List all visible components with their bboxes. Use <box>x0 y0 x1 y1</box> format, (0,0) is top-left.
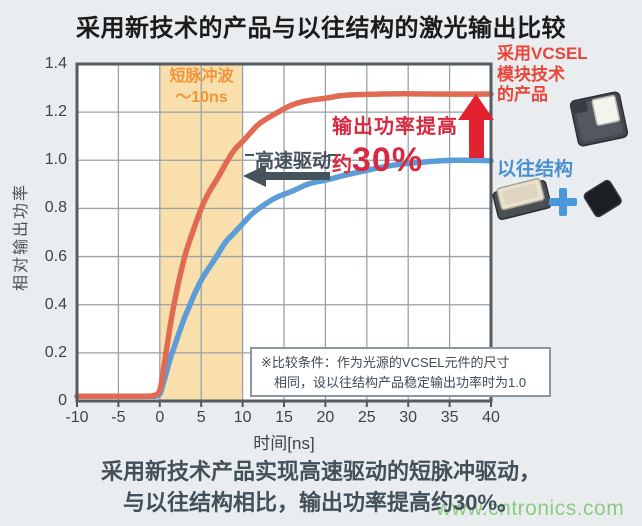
band-label-line1: 短脉冲波 <box>169 68 234 85</box>
power-increase-line1: 输出功率提高 <box>332 116 458 138</box>
y-tick-label: 0.2 <box>44 343 67 361</box>
x-tick-label: 10 <box>233 409 252 426</box>
y-tick-label: 0.4 <box>44 295 67 313</box>
power-increase-line2: 约 30% <box>332 141 458 180</box>
legend-new-line2: 模块技术 <box>497 64 565 84</box>
band-label-line2: ～10ns <box>175 88 228 106</box>
note-line2: 相同，设以往结构产品稳定输出功率时为1.0 <box>274 374 527 390</box>
high-speed-label: 高速驱动 <box>255 151 332 172</box>
x-tick-label: -10 <box>65 409 89 426</box>
vcsel-module-img <box>569 91 629 147</box>
y-tick-label: 1.0 <box>44 151 67 169</box>
power-increase-prefix: 约 <box>332 154 352 176</box>
y-tick-label: 0.8 <box>44 199 67 217</box>
bottom-caption: 采用新技术产品实现高速驱动的短脉冲驱动， 与以往结构相比，输出功率提高约30%。 <box>0 456 642 518</box>
watermark: www.cntronics.com <box>436 497 625 520</box>
y-tick-label: 1.2 <box>44 103 67 121</box>
new-product-curve <box>74 91 494 399</box>
legacy-module-img <box>492 178 552 221</box>
x-tick-label: -5 <box>111 409 126 426</box>
power-up-arrow <box>458 94 494 158</box>
x-tick-label: 15 <box>275 409 293 426</box>
chart-title: 采用新技术的产品与以往结构的激光输出比较 <box>76 15 566 42</box>
x-tick-label: 35 <box>440 409 459 426</box>
y-tick-label: 0.6 <box>44 247 67 265</box>
legend-new-line3: 的产品 <box>497 85 548 105</box>
legend-conventional-label: 以往结构 <box>497 159 574 180</box>
x-tick-label: 30 <box>399 409 418 426</box>
legend-new-product-label: 采用VCSEL 模块技术 的产品 <box>497 44 588 106</box>
y-axis-title: 相对输出功率 <box>13 183 30 292</box>
caption-line2: 与以往结构相比，输出功率提高约30%。 <box>122 490 520 516</box>
caption-line1: 采用新技术产品实现高速驱动的短脉冲驱动， <box>100 459 541 484</box>
y-tick-label: 1.4 <box>44 55 67 72</box>
plus-icon <box>549 188 577 216</box>
x-axis-title: 时间[ns] <box>253 434 315 453</box>
legend-new-line1: 采用VCSEL <box>497 44 588 63</box>
plot-border <box>75 62 493 403</box>
x-tick-label: 40 <box>482 409 500 426</box>
comparison-note-box: ※比较条件：作为光源的VCSEL元件的尺寸 相同，设以往结构产品稳定输出功率时为… <box>250 347 551 397</box>
power-increase-value: 30% <box>352 141 424 179</box>
x-tick-label: 0 <box>155 409 165 426</box>
note-line1: ※比较条件：作为光源的VCSEL元件的尺寸 <box>261 355 510 370</box>
power-increase-label: 输出功率提高 约 30% <box>332 110 458 180</box>
x-tick-label: 25 <box>357 409 376 426</box>
x-tick-label: 20 <box>316 409 335 426</box>
x-tick-label: 5 <box>196 409 206 426</box>
short-pulse-band-label: 短脉冲波 ～10ns <box>160 67 243 109</box>
high-speed-arrow <box>243 154 341 187</box>
y-tick-label: 0 <box>58 392 67 409</box>
legacy-chip-img <box>583 179 622 218</box>
